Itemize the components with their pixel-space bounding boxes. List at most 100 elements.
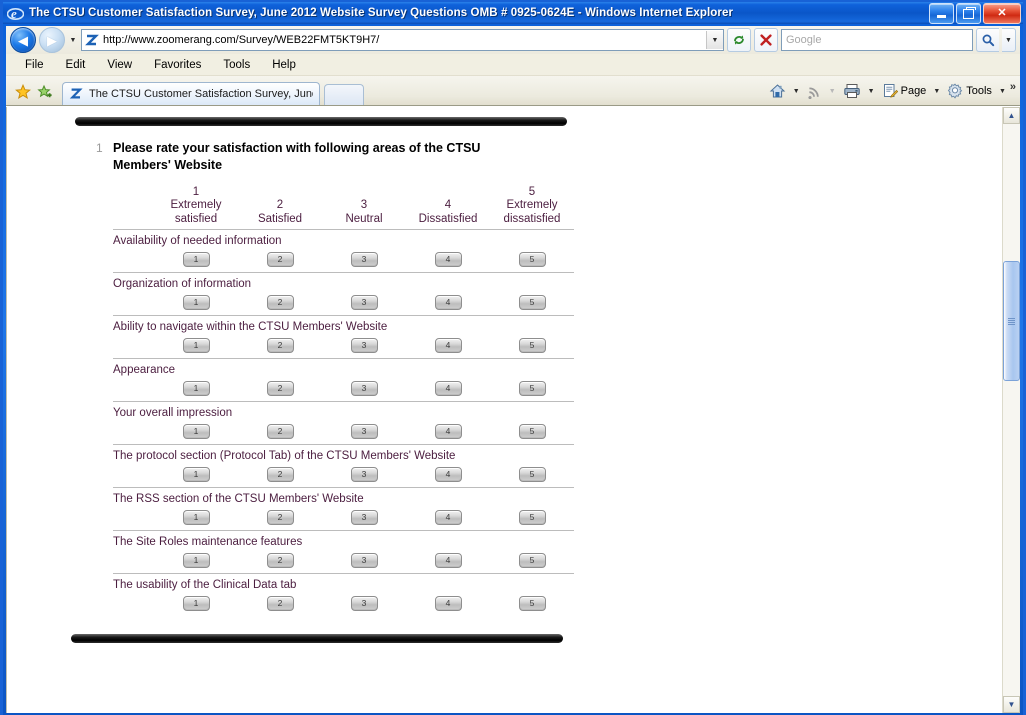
rating-option-r2c3[interactable]: 3 — [350, 295, 378, 311]
search-box[interactable] — [781, 29, 973, 51]
rating-option-r9c4[interactable]: 4 — [434, 596, 462, 612]
back-button[interactable]: ◀ — [10, 27, 36, 53]
menu-bar: File Edit View Favorites Tools Help — [6, 54, 1020, 76]
minimize-button[interactable] — [929, 3, 954, 24]
rating-option-r5c5[interactable]: 5 — [518, 424, 546, 440]
browser-chrome: ◀ ▶ ▼ http://www.zoomerang.com/Survey/WE… — [6, 26, 1020, 713]
command-bar-overflow-button[interactable]: » — [1009, 81, 1016, 93]
radio-cell-r8c4: 4 — [406, 549, 490, 575]
rating-option-r4c1[interactable]: 1 — [182, 381, 210, 397]
rating-option-r4c2[interactable]: 2 — [266, 381, 294, 397]
page-dropdown-icon[interactable]: ▼ — [933, 87, 941, 95]
rating-option-r5c1[interactable]: 1 — [182, 424, 210, 440]
search-provider-dropdown[interactable]: ▼ — [1002, 28, 1016, 52]
rating-option-r6c1[interactable]: 1 — [182, 467, 210, 483]
rating-option-r7c1[interactable]: 1 — [182, 510, 210, 526]
vertical-scrollbar[interactable]: ▲ ▼ — [1002, 107, 1020, 713]
favorites-center-button[interactable] — [12, 78, 34, 105]
rating-option-r6c3[interactable]: 3 — [350, 467, 378, 483]
rating-option-r3c2[interactable]: 2 — [266, 338, 294, 354]
rating-option-r2c5[interactable]: 5 — [518, 295, 546, 311]
rating-option-r5c3[interactable]: 3 — [350, 424, 378, 440]
scroll-down-button[interactable]: ▼ — [1003, 696, 1020, 713]
rating-option-r8c2[interactable]: 2 — [266, 553, 294, 569]
row-label-9: The usability of the Clinical Data tab — [113, 579, 297, 592]
rating-option-r2c4[interactable]: 4 — [434, 295, 462, 311]
menu-item-tools[interactable]: Tools — [223, 58, 251, 71]
add-to-favorites-button[interactable] — [34, 78, 56, 105]
home-dropdown-icon[interactable]: ▼ — [792, 87, 800, 95]
rating-option-r4c5[interactable]: 5 — [518, 381, 546, 397]
rating-option-r6c5[interactable]: 5 — [518, 467, 546, 483]
rating-option-r1c5[interactable]: 5 — [518, 252, 546, 268]
new-tab-button[interactable] — [324, 84, 364, 105]
column-number-1: 1 — [192, 185, 200, 198]
matrix-row-label: The usability of the Clinical Data tab — [113, 574, 574, 593]
radio-cell-r1c4: 4 — [406, 248, 490, 274]
rating-option-r3c5[interactable]: 5 — [518, 338, 546, 354]
browser-tab[interactable]: The CTSU Customer Satisfaction Survey, J… — [62, 82, 320, 105]
print-button[interactable] — [840, 80, 864, 102]
close-button[interactable]: ✕ — [983, 3, 1021, 24]
restore-button[interactable] — [956, 3, 981, 24]
scrollbar-track[interactable] — [1003, 124, 1020, 696]
rating-option-r1c1[interactable]: 1 — [182, 252, 210, 268]
scrollbar-thumb[interactable] — [1003, 261, 1020, 382]
radio-cell-r5c3: 3 — [322, 420, 406, 446]
row-label-1: Availability of needed information — [113, 235, 282, 248]
rating-option-r7c2[interactable]: 2 — [266, 510, 294, 526]
rating-option-r9c3[interactable]: 3 — [350, 596, 378, 612]
tools-menu-button[interactable]: Tools — [944, 80, 995, 102]
page-menu-button[interactable]: Page — [879, 80, 930, 102]
menu-item-view[interactable]: View — [107, 58, 133, 71]
rating-option-r2c1[interactable]: 1 — [182, 295, 210, 311]
matrix-row-label: Your overall impression — [113, 402, 574, 421]
forward-button[interactable]: ▶ — [39, 27, 65, 53]
rating-option-r8c1[interactable]: 1 — [182, 553, 210, 569]
rating-option-r1c4[interactable]: 4 — [434, 252, 462, 268]
rating-option-r1c3[interactable]: 3 — [350, 252, 378, 268]
rating-option-r5c4[interactable]: 4 — [434, 424, 462, 440]
rating-option-r9c1[interactable]: 1 — [182, 596, 210, 612]
rating-option-r2c2[interactable]: 2 — [266, 295, 294, 311]
rating-option-r7c4[interactable]: 4 — [434, 510, 462, 526]
menu-item-help[interactable]: Help — [272, 58, 296, 71]
search-input[interactable] — [782, 33, 972, 47]
rating-option-r8c3[interactable]: 3 — [350, 553, 378, 569]
recent-pages-button[interactable]: ▼ — [69, 36, 77, 44]
radio-cell-r9c2: 2 — [238, 592, 322, 616]
radio-cell-r3c3: 3 — [322, 334, 406, 360]
menu-item-edit[interactable]: Edit — [65, 58, 86, 71]
address-bar[interactable]: http://www.zoomerang.com/Survey/WEB22FMT… — [81, 29, 724, 51]
rating-option-r9c2[interactable]: 2 — [266, 596, 294, 612]
rating-option-r3c3[interactable]: 3 — [350, 338, 378, 354]
rating-option-r4c3[interactable]: 3 — [350, 381, 378, 397]
rating-option-r7c3[interactable]: 3 — [350, 510, 378, 526]
refresh-button[interactable] — [727, 28, 751, 52]
rating-option-r9c5[interactable]: 5 — [518, 596, 546, 612]
home-button[interactable] — [766, 80, 789, 102]
matrix-header-row: 1 Extremely satisfied 2 Satisfied — [113, 185, 574, 231]
rating-option-r8c4[interactable]: 4 — [434, 553, 462, 569]
rating-option-r6c4[interactable]: 4 — [434, 467, 462, 483]
radio-cell-r1c2: 2 — [238, 248, 322, 274]
rating-option-r3c4[interactable]: 4 — [434, 338, 462, 354]
navigation-bar: ◀ ▶ ▼ http://www.zoomerang.com/Survey/WE… — [6, 26, 1020, 54]
address-dropdown-icon[interactable]: ▼ — [706, 31, 723, 49]
feeds-button[interactable] — [804, 80, 825, 102]
rating-option-r7c5[interactable]: 5 — [518, 510, 546, 526]
menu-item-file[interactable]: File — [25, 58, 44, 71]
search-go-button[interactable] — [976, 28, 999, 52]
rating-option-r6c2[interactable]: 2 — [266, 467, 294, 483]
tools-dropdown-icon[interactable]: ▼ — [998, 87, 1006, 95]
rating-option-r1c2[interactable]: 2 — [266, 252, 294, 268]
menu-item-favorites[interactable]: Favorites — [154, 58, 202, 71]
rating-option-r4c4[interactable]: 4 — [434, 381, 462, 397]
rating-option-r8c5[interactable]: 5 — [518, 553, 546, 569]
stop-button[interactable] — [754, 28, 778, 52]
print-dropdown-icon[interactable]: ▼ — [867, 87, 875, 95]
scroll-up-button[interactable]: ▲ — [1003, 107, 1020, 124]
rating-option-r5c2[interactable]: 2 — [266, 424, 294, 440]
table-row: 1 2 3 4 5 — [113, 420, 574, 446]
rating-option-r3c1[interactable]: 1 — [182, 338, 210, 354]
